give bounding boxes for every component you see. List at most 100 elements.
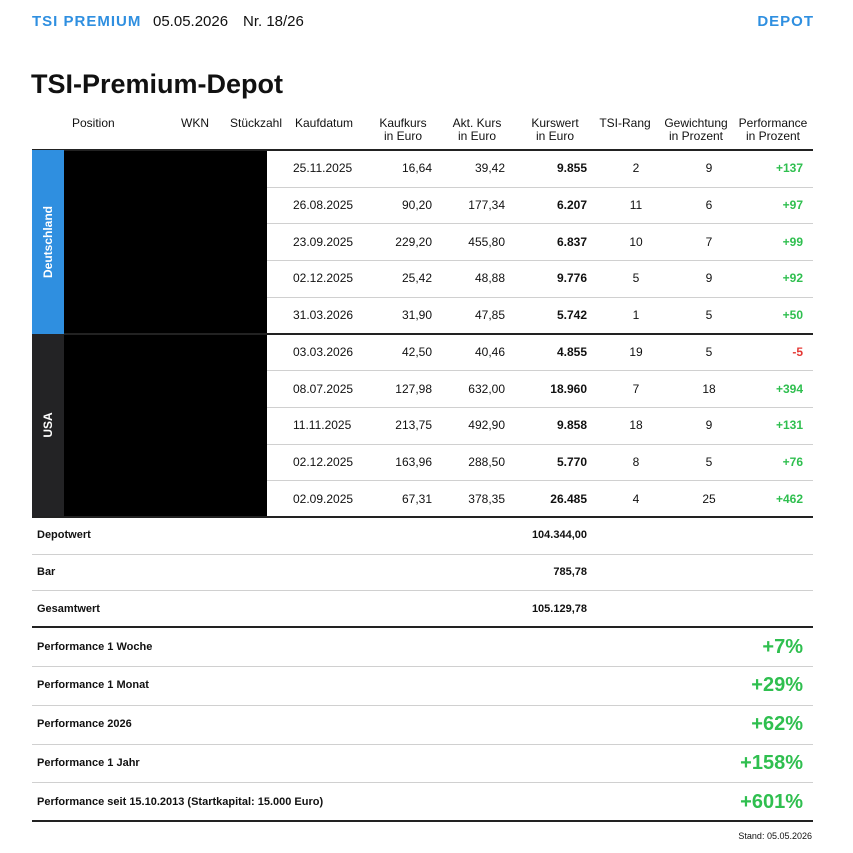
cell: +97	[782, 198, 803, 213]
column-header: TSI-Rang	[599, 116, 651, 130]
summary-label: Bar	[37, 566, 56, 579]
row-rule	[267, 260, 813, 262]
group-bar	[32, 333, 64, 517]
cell: 42,50	[401, 344, 432, 359]
cell: 5	[705, 344, 713, 359]
summary-label: Depotwert	[37, 529, 91, 542]
column-header: in Euro	[383, 129, 423, 143]
cell: 18	[702, 381, 716, 396]
summary-value: 105.129,78	[531, 602, 587, 615]
cell: 31,90	[401, 308, 432, 323]
cell: 31.03.2026	[293, 308, 354, 323]
column-header: Kurswert	[531, 116, 579, 130]
cell: 9.855	[556, 161, 587, 176]
column-header: Gewichtung	[664, 116, 728, 130]
cell: 48,88	[474, 271, 505, 286]
row-rule	[267, 296, 813, 298]
cell: 8	[632, 454, 640, 469]
performance-value: +601%	[740, 790, 803, 813]
cell: +76	[782, 454, 803, 469]
performance-label: Performance 1 Monat	[37, 679, 149, 692]
end-rule	[32, 820, 813, 823]
header-rule	[32, 149, 813, 151]
column-header: Kaufdatum	[295, 116, 354, 130]
cell: 632,00	[468, 381, 505, 396]
group-rule	[64, 332, 813, 335]
cell: +462	[775, 491, 803, 506]
cell: 18	[629, 418, 643, 433]
cell: 229,20	[395, 234, 432, 249]
group-bar	[32, 150, 64, 334]
cell: 9	[705, 418, 713, 433]
cell: 6.837	[556, 234, 587, 249]
cell: 25	[702, 491, 716, 506]
summary-value: 104.344,00	[531, 529, 587, 542]
performance-value: +29%	[751, 674, 803, 697]
cell: 9	[705, 271, 713, 286]
cell: 90,20	[401, 198, 432, 213]
footer: Stand: 05.05.2026	[738, 831, 812, 842]
column-header: in Prozent	[745, 129, 801, 143]
cell: 213,75	[395, 418, 432, 433]
performance-label: Performance 2026	[37, 718, 132, 731]
cell: 26.08.2025	[293, 198, 354, 213]
cell: 9.776	[556, 271, 587, 286]
cell: 08.07.2025	[293, 381, 354, 396]
cell: 7	[705, 234, 713, 249]
cell: 16,64	[401, 161, 432, 176]
cell: 25.11.2025	[293, 161, 353, 176]
cell: 5.770	[556, 454, 587, 469]
cell: 6.207	[556, 198, 587, 213]
date: 05.05.2026	[153, 13, 229, 30]
cell: 39,42	[474, 161, 505, 176]
summary-label: Gesamtwert	[37, 602, 100, 615]
cell: 10	[629, 234, 643, 249]
cell: 02.12.2025	[293, 271, 354, 286]
column-header: in Prozent	[668, 129, 724, 143]
column-header: Kaufkurs	[379, 116, 427, 130]
summary-end-rule	[32, 626, 813, 629]
cell: +50	[782, 308, 803, 323]
cell: 7	[632, 381, 640, 396]
column-header: Stückzahl	[230, 116, 283, 130]
performance-value: +158%	[740, 751, 803, 774]
performance-rule	[32, 782, 813, 784]
cell: 23.09.2025	[293, 234, 354, 249]
performance-value: +62%	[751, 713, 803, 736]
row-rule	[267, 480, 813, 482]
row-rule	[267, 406, 813, 408]
column-header: in Euro	[457, 129, 497, 143]
cell: +92	[782, 271, 803, 286]
cell: +99	[782, 234, 803, 249]
summary-rule	[32, 553, 813, 555]
cell: 03.03.2026	[293, 344, 354, 359]
row-rule	[267, 443, 813, 445]
cell: 455,80	[468, 234, 505, 249]
performance-rule	[32, 704, 813, 706]
cell: 177,34	[468, 198, 505, 213]
group-rule	[32, 516, 813, 518]
performance-label: Performance 1 Jahr	[37, 756, 140, 769]
cell: 5.742	[556, 308, 587, 323]
cell: 11.11.2025	[293, 418, 352, 433]
performance-rule	[32, 743, 813, 745]
cell: 02.09.2025	[293, 491, 354, 506]
row-rule	[267, 223, 813, 225]
cell: 47,85	[474, 308, 505, 323]
cell: 4	[632, 491, 640, 506]
brand: TSI PREMIUM	[32, 13, 142, 30]
cell: 26.485	[550, 491, 587, 506]
cell: 5	[632, 271, 640, 286]
cell: +131	[775, 418, 803, 433]
cell: 19	[629, 344, 643, 359]
row-rule	[267, 370, 813, 372]
cell: 25,42	[401, 271, 432, 286]
summary-rule	[32, 590, 813, 592]
cell: 6	[705, 198, 713, 213]
cell: 5	[705, 454, 713, 469]
column-header: Akt. Kurs	[452, 116, 502, 130]
summary-value: 785,78	[553, 566, 587, 579]
cell: 9	[705, 161, 713, 176]
cell: 40,46	[474, 344, 505, 359]
